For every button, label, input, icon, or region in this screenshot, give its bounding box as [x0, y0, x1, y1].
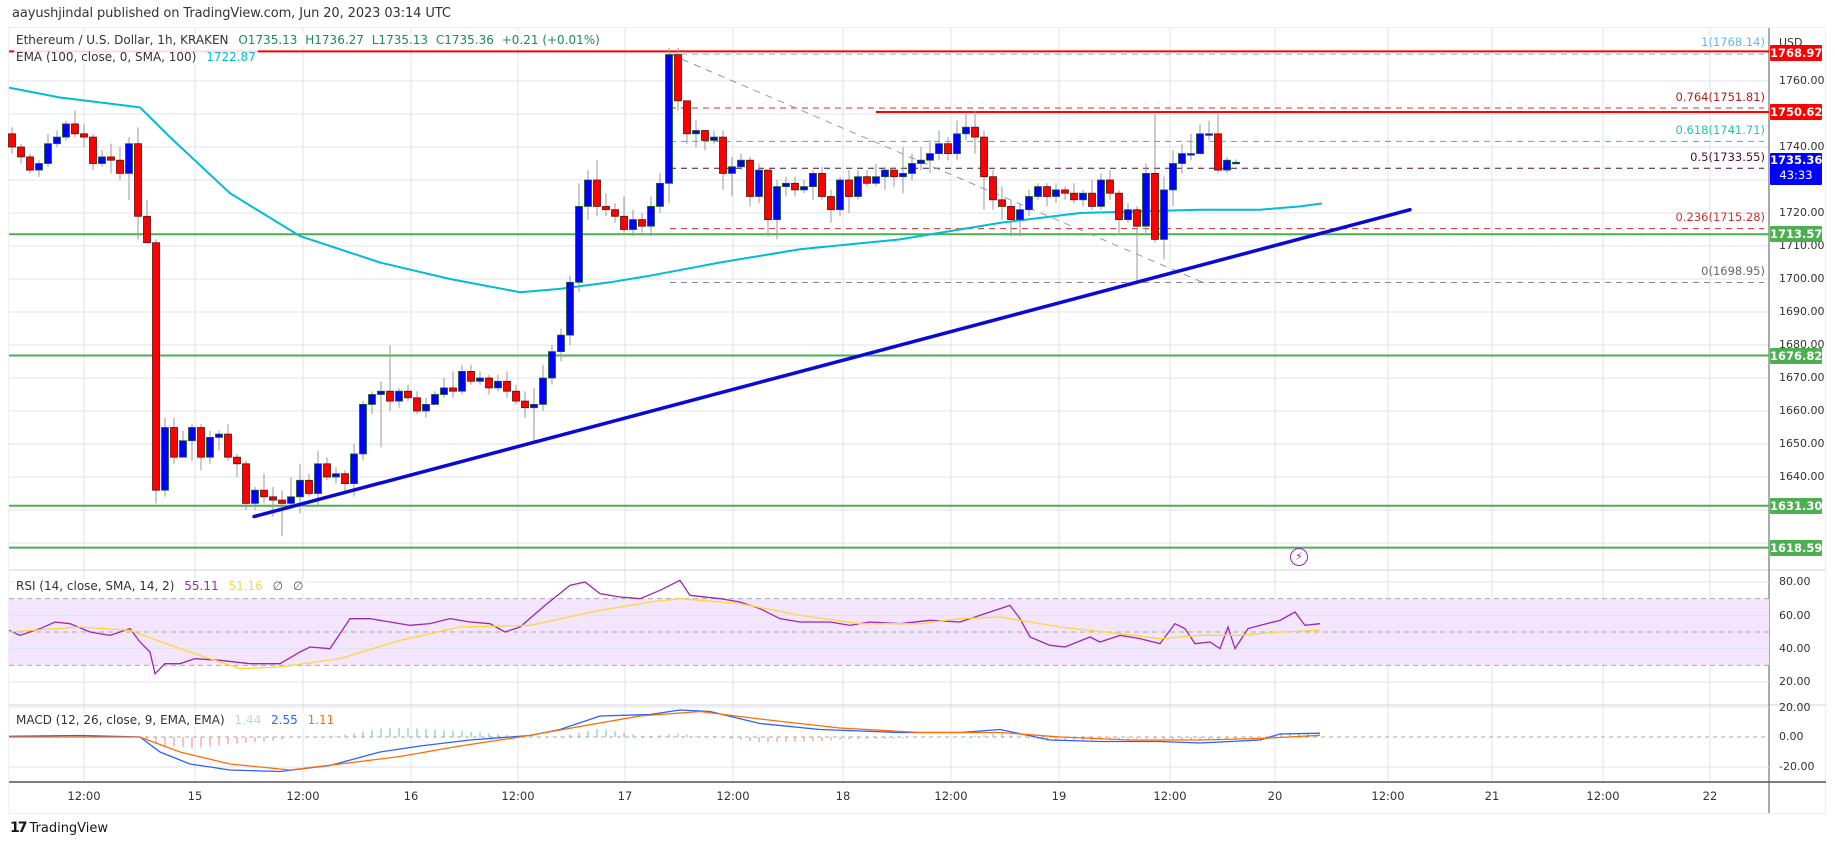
price-tick: 1740.00 — [1779, 140, 1825, 153]
price-tick: 1690.00 — [1779, 305, 1825, 318]
time-tick: 18 — [835, 789, 851, 803]
rsi-sma-value: 51.16 — [228, 579, 263, 593]
ema-label: EMA (100, close, 0, SMA, 100) — [16, 50, 197, 64]
price-tag-resistance: 1750.62 — [1770, 104, 1823, 120]
price-tick: 1640.00 — [1779, 470, 1825, 483]
ema-value: 1722.87 — [206, 50, 256, 64]
rsi-label: RSI (14, close, SMA, 14, 2) — [16, 579, 175, 593]
price-tag-support-2: 1676.82 — [1770, 348, 1823, 364]
time-tick: 12:00 — [1153, 789, 1187, 803]
time-tick: 12:00 — [716, 789, 750, 803]
bar-countdown: 43:33 — [1779, 168, 1813, 182]
time-tick: 12:00 — [286, 789, 320, 803]
price-tick: 1700.00 — [1779, 272, 1825, 285]
time-tick: 20 — [1267, 789, 1283, 803]
macd-tick: -20.00 — [1779, 760, 1815, 773]
time-tick: 19 — [1051, 789, 1067, 803]
tradingview-mark-icon: 17 — [10, 820, 28, 836]
macd-hist-value: 1.44 — [234, 713, 262, 727]
rsi-tick: 40.00 — [1779, 642, 1811, 655]
rsi-extra-2: ∅ — [292, 579, 304, 593]
fib-label-05: 0.5(1733.55) — [1690, 150, 1765, 164]
fib-label-0236: 0.236(1715.28) — [1675, 210, 1765, 224]
rsi-tick: 80.00 — [1779, 575, 1811, 588]
time-tick: 16 — [403, 789, 419, 803]
time-tick: 22 — [1702, 789, 1718, 803]
time-tick: 12:00 — [501, 789, 535, 803]
macd-signal-value: 1.11 — [307, 713, 335, 727]
ohlc-change: +0.21 (+0.01%) — [501, 33, 600, 47]
macd-legend[interactable]: MACD (12, 26, close, 9, EMA, EMA) 1.44 2… — [14, 713, 337, 727]
price-tag-support-3: 1631.30 — [1770, 498, 1823, 514]
time-tick: 12:00 — [67, 789, 101, 803]
price-tag-resistance-top: 1768.97 — [1770, 45, 1823, 61]
macd-tick: 0.00 — [1779, 730, 1804, 743]
rsi-legend[interactable]: RSI (14, close, SMA, 14, 2) 55.11 51.16 … — [14, 579, 306, 593]
macd-tick: 20.00 — [1779, 701, 1811, 714]
symbol-title: Ethereum / U.S. Dollar, 1h, KRAKEN — [16, 33, 229, 47]
rsi-tick: 20.00 — [1779, 675, 1811, 688]
publisher-caption: aayushjindal published on TradingView.co… — [12, 6, 451, 21]
price-tick: 1680.00 — [1779, 338, 1825, 351]
time-tick: 12:00 — [934, 789, 968, 803]
price-tick: 1660.00 — [1779, 404, 1825, 417]
time-tick: 12:00 — [1586, 789, 1620, 803]
rsi-tick: 60.00 — [1779, 609, 1811, 622]
price-tick: 1760.00 — [1779, 74, 1825, 87]
fib-label-0: 0(1698.95) — [1701, 264, 1765, 278]
ohlc-low: L1735.13 — [371, 33, 429, 47]
time-tick: 17 — [617, 789, 633, 803]
time-tick: 12:00 — [1371, 789, 1405, 803]
fib-label-0764: 0.764(1751.81) — [1675, 90, 1765, 104]
price-tag-support-4: 1618.59 — [1770, 540, 1823, 556]
tradingview-logo: 17 TradingView — [10, 820, 108, 836]
chart-frame — [8, 27, 1826, 814]
rsi-extra-1: ∅ — [272, 579, 284, 593]
brand-name: TradingView — [29, 820, 109, 836]
ohlc-open: O1735.13 — [238, 33, 298, 47]
rsi-value: 55.11 — [184, 579, 219, 593]
macd-label: MACD (12, 26, close, 9, EMA, EMA) — [16, 713, 225, 727]
price-tick: 1670.00 — [1779, 371, 1825, 384]
macd-value: 2.55 — [271, 713, 298, 727]
symbol-legend: Ethereum / U.S. Dollar, 1h, KRAKEN O1735… — [14, 33, 602, 47]
price-tag-last: 1735.36 43:33 — [1770, 153, 1822, 185]
ohlc-high: H1736.27 — [305, 33, 364, 47]
ohlc-close: C1735.36 — [435, 33, 494, 47]
lightning-icon[interactable]: ⚡ — [1290, 548, 1308, 566]
fib-label-1: 1(1768.14) — [1701, 35, 1765, 49]
fib-label-0618: 0.618(1741.71) — [1675, 123, 1765, 137]
price-tick: 1720.00 — [1779, 206, 1825, 219]
last-price: 1735.36 — [1770, 153, 1823, 167]
price-tick: 1650.00 — [1779, 437, 1825, 450]
price-tick: 1710.00 — [1779, 239, 1825, 252]
time-tick: 21 — [1484, 789, 1500, 803]
price-tag-support-1: 1713.57 — [1770, 226, 1823, 242]
ema-legend[interactable]: EMA (100, close, 0, SMA, 100) 1722.87 — [14, 50, 258, 64]
time-tick: 15 — [187, 789, 203, 803]
